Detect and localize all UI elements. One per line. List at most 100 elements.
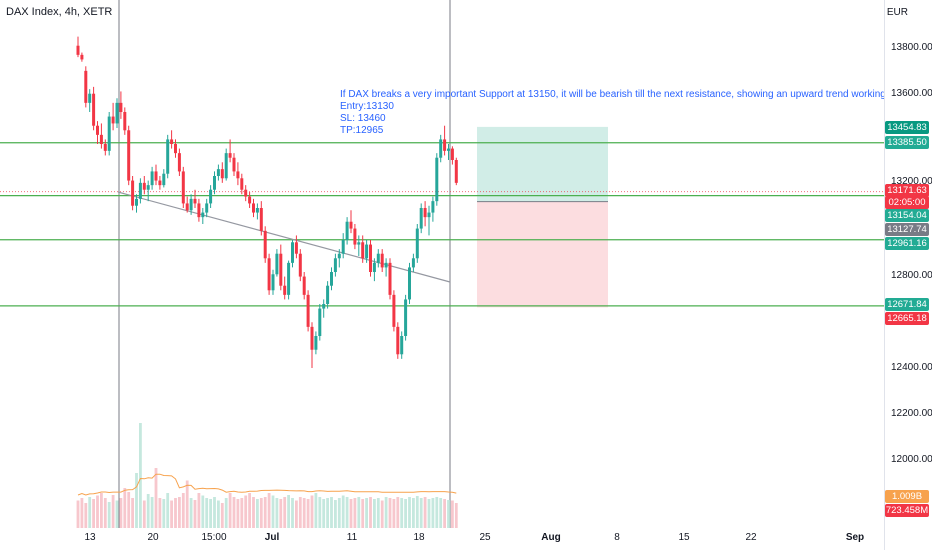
volume-bar (330, 497, 333, 528)
volume-bar (92, 499, 95, 528)
price-axis-border (884, 0, 885, 550)
symbol-title[interactable]: DAX Index, 4h, XETR (6, 6, 113, 18)
volume-bar (388, 498, 392, 528)
annotation-line: Entry:13130 (340, 101, 394, 112)
candle-body (419, 208, 423, 229)
volume-bar (314, 493, 318, 528)
candle-body (337, 253, 341, 259)
volume-bar (181, 493, 185, 528)
volume-bar (166, 493, 170, 528)
candle-body (107, 116, 111, 151)
candle-body (111, 116, 115, 124)
volume-bar (193, 500, 197, 528)
price-label-level: 12671.84 (885, 298, 929, 311)
volume-bar (201, 495, 205, 528)
candle-body (255, 208, 259, 213)
candle-body (138, 182, 142, 199)
candle-body (400, 336, 404, 355)
volume-bar (376, 498, 380, 528)
candle-body (228, 153, 232, 158)
candle-body (205, 203, 209, 213)
candle-body (197, 203, 201, 218)
volume-bar (267, 493, 271, 528)
candle-body (306, 294, 310, 327)
volume-bar (415, 496, 419, 528)
volume-bar (287, 495, 290, 528)
volume-bar (127, 492, 131, 528)
candle-body (119, 102, 123, 112)
candle-body (411, 258, 415, 268)
candle-body (396, 326, 400, 355)
candle-body (454, 160, 458, 183)
volume-bar (228, 493, 232, 528)
idea-annotation[interactable]: If DAX breaks a very important Support a… (340, 89, 884, 137)
candle-body (435, 157, 439, 202)
candle-body (135, 198, 138, 206)
candle-body (232, 157, 236, 172)
candle-body (158, 180, 162, 186)
volume-bar (189, 498, 193, 528)
candle-body (423, 208, 427, 218)
candle-body (92, 93, 96, 126)
candle-body (127, 130, 131, 181)
x-tick: Aug (541, 532, 561, 543)
candle-body (123, 112, 127, 131)
price-label-countdown: 02:05:00 (885, 196, 929, 209)
candle-body (404, 299, 408, 336)
y-tick: 12400.00 (891, 362, 932, 373)
volume-bar (178, 497, 181, 528)
volume-bar (236, 499, 240, 528)
volume-bar (88, 497, 92, 528)
candle-body (318, 308, 322, 336)
volume-bar (419, 498, 423, 528)
volume-bar (341, 495, 345, 528)
candle-body (220, 169, 224, 179)
volume-bar (197, 493, 201, 528)
annotation-line: SL: 13460 (340, 113, 386, 124)
x-tick: 11 (346, 532, 358, 543)
volume-bar (454, 503, 458, 528)
volume-bar (291, 498, 294, 528)
volume-bar (298, 497, 302, 528)
candle-body (384, 262, 388, 268)
volume-bar (142, 500, 146, 528)
candle-body (142, 182, 146, 190)
candle-body (349, 221, 353, 229)
price-label-entry: 13127.74 (885, 223, 929, 236)
volume-bar (322, 499, 326, 528)
volume-bar (365, 498, 368, 528)
candle-body (369, 244, 372, 272)
volume-bar (213, 497, 216, 528)
candle-body (267, 258, 271, 291)
candle-body (209, 189, 213, 204)
candle-body (185, 203, 189, 211)
y-tick: 13600.00 (891, 88, 932, 99)
volume-bar (80, 498, 84, 528)
volume-bar (224, 498, 228, 528)
candle-body (236, 171, 240, 179)
volume-bar (427, 499, 431, 528)
candle-body (263, 230, 267, 259)
profit-zone (477, 126, 608, 202)
x-tick: 18 (413, 532, 425, 543)
candle-body (330, 272, 333, 286)
volume-bar (412, 498, 415, 528)
candle-body (240, 178, 244, 190)
volume-bar (240, 498, 244, 528)
volume-bar (248, 493, 251, 528)
volume-bar (443, 499, 446, 528)
candle-body (283, 285, 287, 295)
volume-bar (408, 497, 411, 528)
candle-body (392, 294, 396, 327)
volume-bar (404, 499, 407, 528)
volume-bar (283, 497, 287, 528)
volume-bar (111, 495, 115, 528)
candle-body (248, 196, 252, 204)
volume-bar (318, 497, 322, 528)
x-tick: 13 (84, 532, 96, 543)
candle-body (244, 189, 248, 197)
volume-bar (423, 497, 427, 528)
price-label-last: 13171.63 (885, 184, 929, 197)
